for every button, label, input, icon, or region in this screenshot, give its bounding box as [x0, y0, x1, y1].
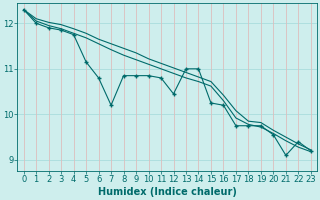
X-axis label: Humidex (Indice chaleur): Humidex (Indice chaleur)	[98, 187, 237, 197]
